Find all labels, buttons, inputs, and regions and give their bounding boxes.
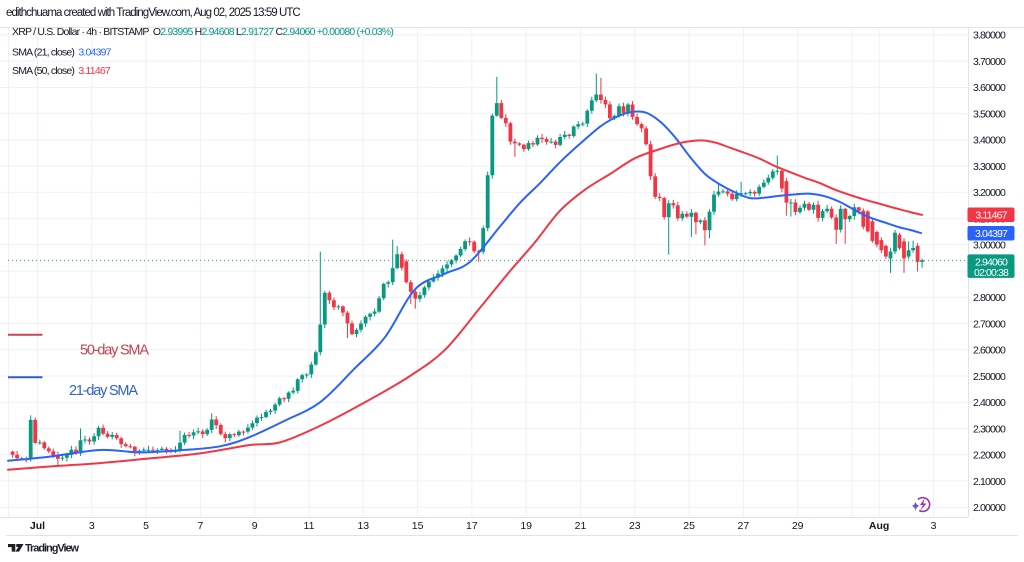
svg-text:13: 13 [357,520,369,532]
svg-text:3: 3 [89,520,95,532]
svg-text:27: 27 [738,520,750,532]
svg-text:2.00000: 2.00000 [973,502,1006,514]
svg-text:21-day SMA: 21-day SMA [69,383,138,399]
svg-text:3.50000: 3.50000 [973,108,1006,120]
svg-text:9: 9 [252,520,258,532]
svg-text:21: 21 [575,520,587,532]
svg-text:2.70000: 2.70000 [973,318,1006,330]
svg-text:3.00000: 3.00000 [973,240,1006,252]
svg-text:2.80000: 2.80000 [973,292,1006,304]
svg-text:7: 7 [197,520,203,532]
svg-text:3.40000: 3.40000 [973,135,1006,147]
svg-text:19: 19 [520,520,532,532]
svg-text:SMA (50, close) 3.11467: SMA (50, close) 3.11467 [12,65,111,77]
svg-text:25: 25 [683,520,695,532]
svg-text:2.20000: 2.20000 [973,450,1006,462]
svg-text:11: 11 [304,520,315,532]
svg-text:5: 5 [143,520,149,532]
svg-text:3.70000: 3.70000 [973,56,1006,68]
svg-text:2.60000: 2.60000 [973,345,1006,357]
svg-text:3.60000: 3.60000 [973,82,1006,94]
svg-text:SMA (21, close) 3.04397: SMA (21, close) 3.04397 [12,47,112,59]
svg-text:2.50000: 2.50000 [973,371,1006,383]
svg-text:TradingView: TradingView [25,543,80,555]
svg-text:23: 23 [629,520,641,532]
svg-text:17: 17 [466,520,478,532]
svg-text:3.20000: 3.20000 [973,187,1006,199]
svg-text:2.40000: 2.40000 [973,397,1006,409]
svg-text:Aug: Aug [869,520,889,532]
svg-text:29: 29 [792,520,804,532]
svg-text:15: 15 [412,520,424,532]
svg-text:02:00:38: 02:00:38 [974,267,1009,279]
svg-text:50-day SMA: 50-day SMA [80,343,149,359]
svg-text:XRP / U.S. Dollar · 4h · BITST: XRP / U.S. Dollar · 4h · BITSTAMP O2.939… [12,26,393,38]
svg-text:edithchuama created with Tradi: edithchuama created with TradingView.com… [6,7,300,19]
svg-text:3.30000: 3.30000 [973,161,1006,173]
svg-text:3.11467: 3.11467 [975,210,1007,222]
svg-text:3.04397: 3.04397 [975,228,1008,240]
svg-text:2.94060: 2.94060 [975,256,1008,268]
svg-text:2.30000: 2.30000 [973,423,1006,435]
svg-text:3: 3 [931,520,937,532]
svg-text:Jul: Jul [30,520,45,532]
svg-text:3.80000: 3.80000 [973,30,1006,42]
svg-text:2.10000: 2.10000 [973,476,1006,488]
